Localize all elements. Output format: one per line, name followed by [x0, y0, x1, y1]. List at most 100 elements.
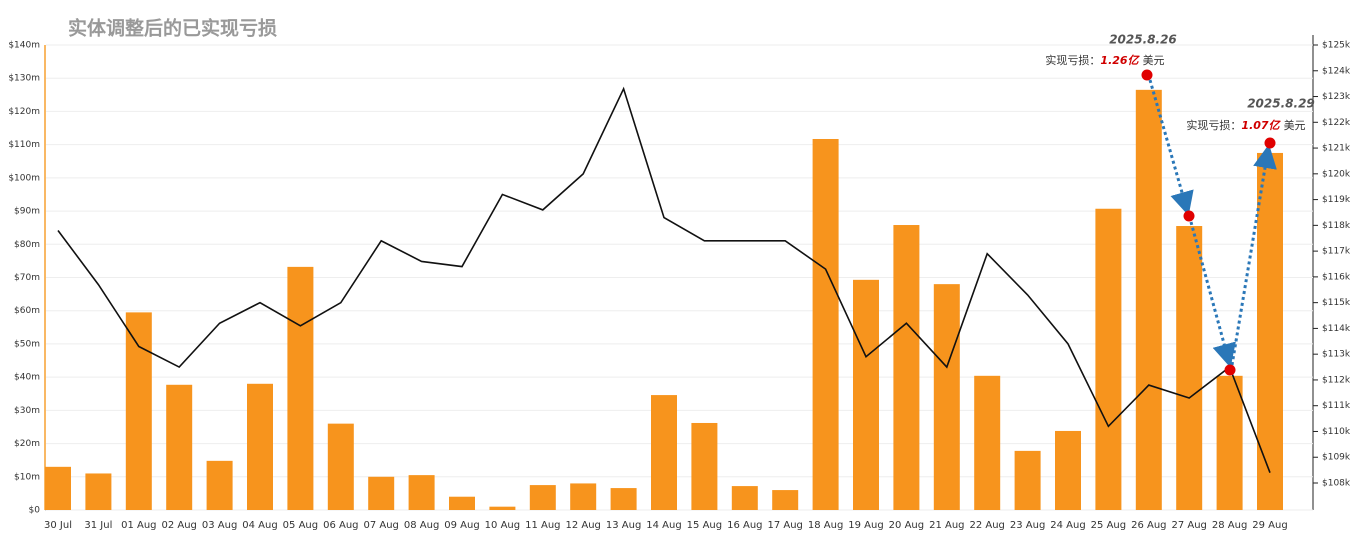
x-tick-label: 30 Jul	[44, 520, 72, 531]
bar	[610, 488, 637, 510]
annotation-dot	[1224, 364, 1236, 376]
bar	[327, 423, 354, 510]
annotation-unit: 美元	[1284, 119, 1306, 132]
y-tick-label: $100m	[8, 173, 40, 183]
annotation-amount: 1.26亿	[1100, 54, 1140, 67]
bar	[812, 138, 839, 510]
annotation-date: 2025.8.29	[1247, 97, 1315, 111]
y2-tick-label: $112k	[1322, 375, 1351, 385]
bar	[893, 225, 920, 510]
x-tick-label: 28 Aug	[1212, 520, 1247, 531]
annotation-date: 2025.8.26	[1109, 33, 1177, 47]
x-tick-label: 05 Aug	[283, 520, 318, 531]
annotation-amount: 1.07亿	[1241, 119, 1281, 132]
y-tick-label: $120m	[8, 107, 40, 117]
y-tick-label: $40m	[14, 373, 40, 383]
y2-tick-label: $116k	[1322, 272, 1351, 282]
bar	[1055, 430, 1081, 510]
y2-tick-label: $109k	[1322, 453, 1351, 463]
annotation: 实现亏损：1.07亿 美元	[1186, 118, 1305, 132]
bar	[1014, 450, 1041, 510]
annotation: 实现亏损：1.26亿 美元	[1045, 53, 1164, 67]
bar	[1176, 226, 1203, 510]
x-tick-label: 29 Aug	[1252, 520, 1287, 531]
y-tick-label: $110m	[8, 140, 40, 150]
bar	[247, 383, 273, 510]
y-tick-label: $80m	[14, 240, 40, 250]
bar	[408, 475, 435, 510]
y2-tick-label: $108k	[1322, 479, 1351, 489]
arrow	[1189, 221, 1236, 368]
annotation-unit: 美元	[1143, 54, 1165, 67]
bar	[1095, 208, 1122, 510]
x-tick-label: 16 Aug	[727, 520, 762, 531]
y2-tick-label: $120k	[1322, 169, 1351, 179]
x-tick-label: 08 Aug	[404, 520, 439, 531]
arrow	[1148, 79, 1194, 216]
y2-tick-label: $111k	[1322, 401, 1351, 411]
annotation-label: 实现亏损：	[1045, 53, 1100, 67]
x-tick-label: 18 Aug	[808, 520, 843, 531]
bar	[651, 395, 677, 510]
bar	[1135, 89, 1162, 510]
x-tick-label: 31 Jul	[84, 520, 112, 531]
bar	[1257, 152, 1283, 511]
x-tick-label: 21 Aug	[929, 520, 964, 531]
x-tick-label: 09 Aug	[444, 520, 479, 531]
bar	[1216, 375, 1243, 510]
x-tick-label: 11 Aug	[525, 520, 560, 531]
arrow	[1230, 144, 1277, 366]
x-tick-label: 25 Aug	[1091, 520, 1126, 531]
x-tick-label: 06 Aug	[323, 520, 358, 531]
bar	[125, 312, 152, 510]
y-tick-label: $50m	[14, 339, 40, 349]
bar	[691, 422, 718, 510]
y2-tick-label: $117k	[1322, 247, 1351, 257]
annotation-arrows	[1141, 69, 1277, 376]
line	[57, 86, 1271, 473]
x-tick-label: 20 Aug	[889, 520, 924, 531]
y2-tick-label: $118k	[1322, 221, 1351, 231]
bar	[933, 284, 960, 510]
x-tick-label: 17 Aug	[767, 520, 802, 531]
y-tick-label: $10m	[14, 472, 40, 482]
bar	[85, 473, 112, 510]
x-tick-label: 22 Aug	[969, 520, 1004, 531]
y2-tick-label: $119k	[1322, 195, 1351, 205]
y2-tick-label: $115k	[1322, 298, 1351, 308]
x-tick-label: 03 Aug	[202, 520, 237, 531]
bar	[731, 486, 758, 510]
y2-tick-label: $125k	[1322, 41, 1351, 51]
bar	[853, 279, 879, 510]
y-tick-label: $140m	[8, 41, 40, 51]
bar	[570, 483, 597, 510]
bar	[529, 485, 556, 510]
x-tick-label: 07 Aug	[363, 520, 398, 531]
x-tick-label: 13 Aug	[606, 520, 641, 531]
chart-title: 实体调整后的已实现亏损	[68, 17, 277, 40]
x-tick-label: 23 Aug	[1010, 520, 1045, 531]
bar	[166, 384, 193, 510]
annotation-dot	[1141, 69, 1153, 81]
x-tick-label: 27 Aug	[1171, 520, 1206, 531]
x-tick-label: 04 Aug	[242, 520, 277, 531]
y-tick-label: $30m	[14, 406, 40, 416]
y2-tick-label: $123k	[1322, 92, 1351, 102]
bar	[45, 466, 71, 510]
bar	[974, 375, 1001, 510]
x-tick-label: 24 Aug	[1050, 520, 1085, 531]
x-tick-label: 15 Aug	[687, 520, 722, 531]
bar	[206, 460, 233, 510]
x-tick-label: 26 Aug	[1131, 520, 1166, 531]
bar	[772, 490, 799, 510]
bar	[368, 476, 395, 510]
annotation-dot	[1183, 210, 1195, 222]
y2-tick-label: $113k	[1322, 350, 1351, 360]
plot: $0 $10m $20m $30m $40m $50m $60m $70m $80m $90m $1…	[8, 41, 1351, 532]
y2-tick-label: $124k	[1322, 66, 1351, 76]
x-tick-label: 19 Aug	[848, 520, 883, 531]
bar	[287, 266, 314, 510]
x-tick-label: 10 Aug	[485, 520, 520, 531]
bar	[449, 496, 475, 510]
